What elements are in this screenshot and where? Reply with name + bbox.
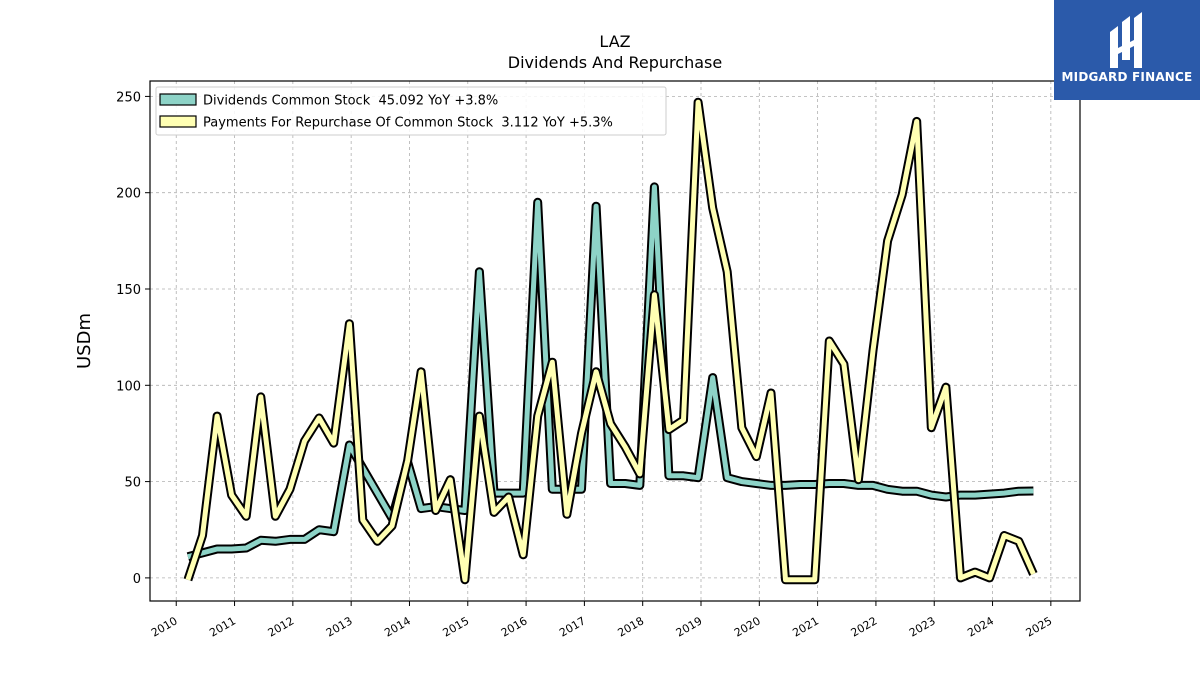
x-tick-label: 2021 (790, 614, 821, 639)
legend-label-repurchase: Payments For Repurchase Of Common Stock … (203, 116, 613, 131)
x-tick-label: 2013 (324, 614, 355, 639)
logo-mark-icon (1110, 12, 1142, 68)
y-axis-label: USDm (74, 313, 95, 369)
x-tick-label: 2015 (441, 614, 472, 639)
grid (150, 81, 1080, 601)
chart-subtitle: Dividends And Repurchase (508, 53, 722, 72)
x-tick-label: 2020 (732, 614, 763, 639)
y-tick-label: 150 (116, 283, 141, 298)
x-tick-label: 2022 (849, 614, 880, 639)
x-tick-label: 2023 (907, 614, 938, 639)
x-tick-label: 2014 (382, 614, 413, 639)
legend-swatch-repurchase (159, 115, 197, 128)
series-lines (183, 97, 1038, 585)
legend-label-dividends: Dividends Common Stock 45.092 YoY +3.8% (203, 94, 498, 109)
legend-box (155, 86, 667, 136)
y-tick-label: 100 (116, 379, 141, 394)
legend: Dividends Common Stock 45.092 YoY +3.8% … (155, 86, 667, 136)
y-tick-label: 0 (133, 572, 141, 587)
plot-area-frame (149, 80, 1081, 602)
series-1-line (185, 99, 1036, 583)
midgard-finance-logo: MIDGARD FINANCE (1054, 0, 1200, 100)
x-tick-label: 2024 (965, 614, 996, 639)
x-tick-label: 2019 (674, 614, 705, 639)
x-tick-label: 2017 (557, 614, 588, 639)
x-tick-label: 2018 (615, 614, 646, 639)
x-tick-label: 2010 (149, 614, 180, 639)
series-0-line (187, 184, 1034, 560)
y-tick-label: 50 (124, 476, 141, 491)
logo-text: MIDGARD FINANCE (1061, 70, 1193, 84)
y-tick-label: 200 (116, 187, 141, 202)
x-tick-label: 2016 (499, 614, 530, 639)
x-tick-label: 2025 (1024, 614, 1055, 639)
series-0-outline (186, 182, 1034, 562)
chart-title: LAZ (599, 32, 630, 51)
x-tick-label: 2012 (266, 614, 297, 639)
legend-swatch-dividends (159, 93, 197, 106)
x-tick-label: 2011 (207, 614, 238, 639)
y-tick-label: 250 (116, 90, 141, 105)
